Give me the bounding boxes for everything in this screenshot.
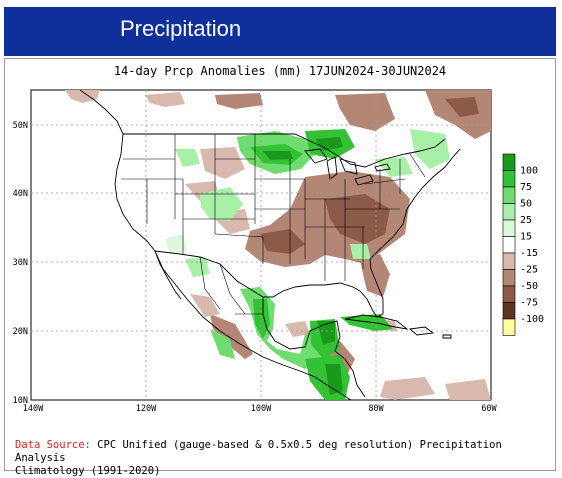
legend-swatch — [502, 153, 516, 171]
data-source-note: Data Source: CPC Unified (gauge-based & … — [15, 439, 555, 478]
lon-labels: 140W 120W 100W 80W 60W — [23, 404, 498, 414]
legend-label: 50 — [520, 199, 532, 210]
legend-swatch — [502, 170, 516, 188]
anomaly-map: 50N 40N 30N 20N 10N 140W 120W 100W 80W 6… — [13, 89, 544, 414]
lat-label-10n: 10N — [13, 396, 28, 406]
lon-label-120w: 120W — [136, 404, 157, 414]
legend-label: -15 — [520, 248, 538, 259]
data-source-text: CPC Unified (gauge-based & 0.5x0.5 deg r… — [15, 439, 502, 464]
lat-label-20n: 20N — [13, 327, 28, 337]
legend-label: 75 — [520, 182, 532, 193]
legend-swatch — [502, 252, 516, 270]
title-banner: Precipitation — [4, 7, 556, 56]
legend-swatch — [502, 219, 516, 237]
lon-label-140w: 140W — [23, 404, 44, 414]
legend-swatch — [502, 186, 516, 204]
climatology-text: Climatology (1991-2020) — [15, 465, 161, 477]
graticule — [31, 90, 491, 400]
lat-label-30n: 30N — [13, 258, 28, 268]
lon-label-100w: 100W — [251, 404, 272, 414]
lon-label-60w: 60W — [481, 404, 497, 414]
boundaries — [79, 90, 461, 400]
map-panel: 14-day Prcp Anomalies (mm) 17JUN2024-30J… — [4, 58, 556, 477]
lat-labels: 50N 40N 30N 20N 10N — [13, 121, 28, 406]
legend-swatch — [502, 302, 516, 320]
data-source-label: Data Source: — [15, 439, 91, 451]
legend-swatch — [502, 318, 516, 336]
legend-label: 15 — [520, 232, 532, 243]
legend-label: -100 — [520, 314, 544, 325]
legend-swatch — [502, 203, 516, 221]
lon-label-80w: 80W — [368, 404, 384, 414]
legend-swatch — [502, 285, 516, 303]
lat-label-50n: 50N — [13, 121, 28, 131]
map-title: 14-day Prcp Anomalies (mm) 17JUN2024-30J… — [113, 64, 447, 78]
legend: 100 75 50 25 15 -15 -25 -50 -75 -100 — [502, 153, 544, 336]
legend-label: 25 — [520, 215, 532, 226]
legend-label: -75 — [520, 298, 538, 309]
legend-label: -50 — [520, 281, 538, 292]
legend-label: 100 — [520, 166, 538, 177]
banner-title: Precipitation — [120, 16, 242, 41]
legend-swatch — [502, 236, 516, 254]
anomaly-shading — [65, 90, 491, 400]
lat-label-40n: 40N — [13, 189, 28, 199]
legend-label: -25 — [520, 265, 538, 276]
legend-swatch — [502, 269, 516, 287]
